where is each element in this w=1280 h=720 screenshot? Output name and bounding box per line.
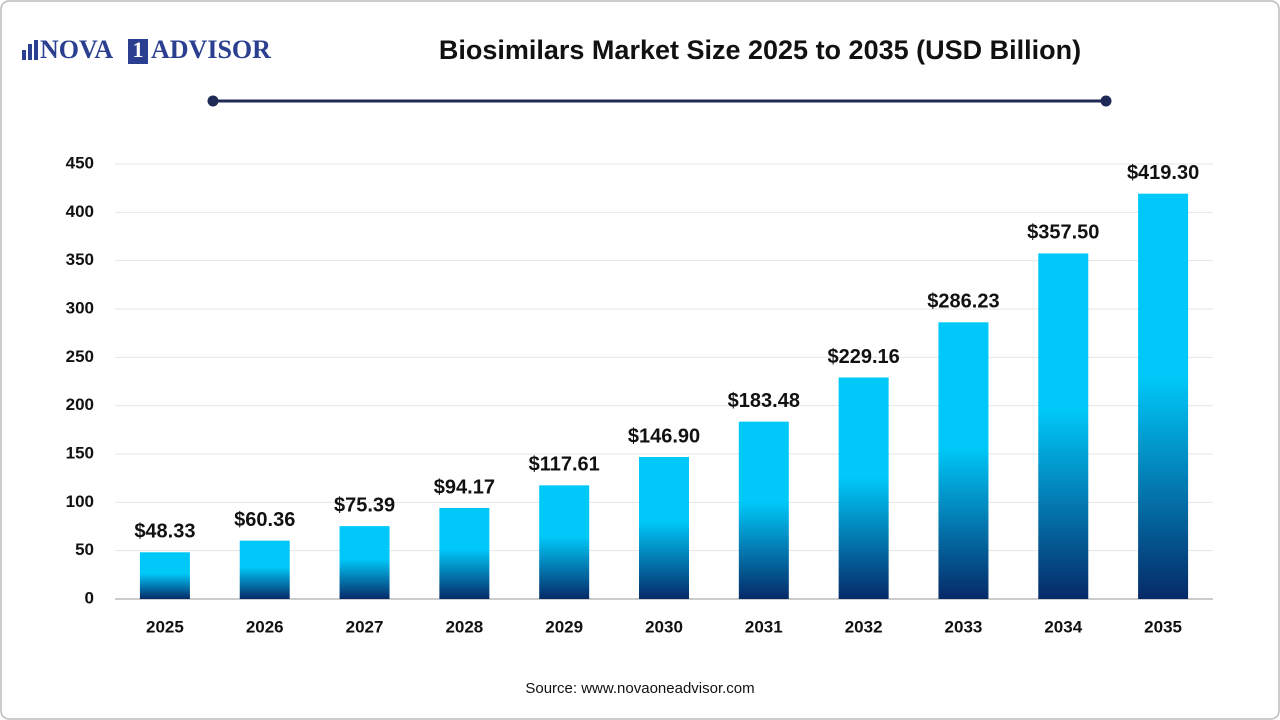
value-label: $146.90 [628, 425, 700, 447]
x-tick-label: 2025 [146, 617, 184, 636]
y-tick-label: 150 [66, 443, 94, 462]
value-label: $94.17 [434, 476, 495, 498]
logo-left: NOVA [40, 35, 113, 64]
y-tick-label: 250 [66, 347, 94, 366]
bar [1138, 193, 1189, 599]
y-tick-label: 0 [85, 588, 94, 607]
y-tick-label: 100 [66, 492, 94, 511]
bar [539, 485, 590, 599]
x-tick-label: 2028 [445, 617, 483, 636]
y-tick-label: 450 [66, 153, 94, 172]
bar [738, 421, 789, 599]
x-tick-label: 2026 [246, 617, 284, 636]
bar [838, 377, 889, 599]
x-tick-label: 2030 [645, 617, 683, 636]
x-tick-label: 2033 [945, 617, 983, 636]
value-label: $229.16 [827, 346, 899, 368]
y-tick-label: 200 [66, 395, 94, 414]
x-tick-label: 2027 [346, 617, 384, 636]
x-tick-label: 2035 [1144, 617, 1182, 636]
bar [439, 507, 490, 599]
x-tick-label: 2031 [745, 617, 783, 636]
value-label: $286.23 [927, 291, 999, 313]
value-label: $183.48 [728, 390, 800, 412]
bar [639, 456, 689, 599]
logo: NOVA 1 ADVISOR [22, 35, 271, 64]
bar [339, 526, 390, 599]
bar [1038, 253, 1089, 599]
value-label: $60.36 [234, 509, 295, 531]
y-tick-label: 300 [66, 298, 94, 317]
y-tick-label: 50 [75, 540, 94, 559]
logo-right: ADVISOR [151, 35, 271, 64]
value-label: $419.30 [1127, 162, 1199, 184]
bar [938, 322, 989, 599]
logo-mark: 1 [133, 37, 144, 62]
y-tick-label: 350 [66, 250, 94, 269]
bar [139, 552, 190, 599]
x-tick-label: 2029 [545, 617, 583, 636]
value-label: $357.50 [1027, 222, 1099, 244]
source: Source: www.novaoneadvisor.com [525, 680, 754, 697]
title-rule [207, 95, 1112, 107]
chart-title: Biosimilars Market Size 2025 to 2035 (US… [439, 35, 1081, 65]
bar [239, 540, 290, 599]
value-label: $75.39 [334, 494, 395, 516]
y-tick-label: 400 [66, 202, 94, 221]
value-label: $117.61 [529, 454, 600, 476]
value-label: $48.33 [134, 521, 195, 543]
x-tick-label: 2034 [1044, 617, 1082, 636]
x-tick-label: 2032 [845, 617, 883, 636]
